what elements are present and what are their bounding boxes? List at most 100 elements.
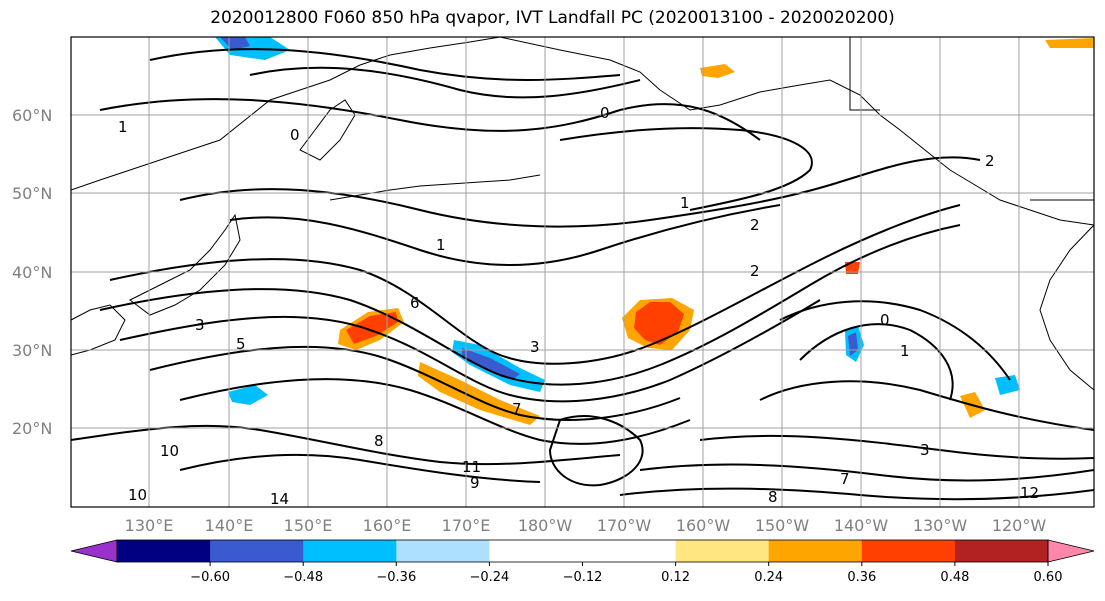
contour-label: 0 [600, 104, 610, 122]
contour-label: 3 [920, 441, 930, 459]
coast-canada-interior [849, 37, 880, 111]
contour-label: 10 [128, 486, 147, 504]
contour-label: 9 [470, 474, 480, 492]
colorbar-segment [489, 540, 583, 562]
colorbar-segment [117, 540, 211, 562]
contour-east-7 [619, 487, 1094, 501]
contour-label: 7 [840, 470, 850, 488]
lon-label: 180°W [518, 516, 573, 535]
contour-label: 8 [374, 432, 384, 450]
colorbar-extend-min [70, 539, 118, 563]
fill-strong-positive-east-4 [845, 262, 860, 274]
contour-east-1 [779, 300, 1011, 381]
coast-north-america-west [1039, 224, 1094, 391]
coast-alaska [499, 37, 1094, 226]
colorbar-tick-label: 0.48 [940, 570, 969, 585]
contour-label: 1 [900, 342, 910, 360]
colorbar-segment [861, 540, 956, 562]
fill-positive-gulf-alaska [700, 64, 735, 78]
contour-label: 1 [118, 118, 128, 136]
contour-label: 5 [236, 335, 246, 353]
fill-strong-negative-dateline [462, 348, 520, 380]
contour-label: 3 [195, 316, 205, 334]
lon-label: 170°E [442, 516, 491, 535]
colorbar-tick-label: −0.36 [376, 570, 416, 585]
colorbar-segment [582, 540, 677, 562]
contour-1-arctic [249, 66, 641, 99]
colorbar-segment [954, 540, 1049, 562]
lon-label: 160°E [363, 516, 412, 535]
lon-label: 140°W [834, 516, 889, 535]
contour-label: 10 [160, 442, 179, 460]
colorbar-extend-max [1047, 539, 1095, 563]
coast-kamchatka [299, 99, 356, 161]
contour-1-north [99, 98, 761, 141]
coast-asia [71, 37, 501, 191]
contour-label: 0 [880, 311, 890, 329]
colorbar-segment [396, 540, 490, 562]
lon-label: 140°E [205, 516, 254, 535]
contour-8-band [179, 378, 691, 445]
fill-strong-positive-japan-east [346, 312, 398, 344]
colorbar-tick-label: 0.12 [661, 570, 690, 585]
coastlines [71, 37, 1094, 391]
contour-label: 1 [436, 236, 446, 254]
lon-label: 130°W [913, 516, 968, 535]
lat-label: 40°N [12, 263, 52, 282]
lon-label: 150°E [284, 516, 333, 535]
gridlines [71, 37, 1094, 507]
map-frame [70, 36, 1095, 508]
contour-south-loop [548, 415, 644, 487]
contour-5-band [99, 224, 961, 386]
colorbar-segment [210, 540, 304, 562]
lon-label: 130°E [125, 516, 174, 535]
contour-east-2 [759, 380, 1094, 431]
contour-1-mid [229, 204, 781, 266]
contour-3-band [109, 204, 961, 365]
coast-aleutians [329, 174, 541, 201]
lat-label: 50°N [12, 184, 52, 203]
lon-label: 170°W [597, 516, 652, 535]
colorbar-tick-label: −0.12 [563, 570, 603, 585]
contour-label: 6 [410, 294, 420, 312]
contour-label: 0 [290, 126, 300, 144]
colorbar: −0.60 −0.48 −0.36 −0.24 −0.12 0.12 0.24 0.36 0.4… [70, 539, 1095, 585]
lat-label: 60°N [12, 106, 52, 125]
contour-label: 14 [270, 490, 289, 508]
contour-12-south [179, 453, 541, 483]
contour-label: 8 [768, 488, 778, 506]
latitude-labels: 60°N 50°N 40°N 30°N 20°N [12, 106, 52, 438]
contour-label: 2 [985, 152, 995, 170]
colorbar-tick-label: 0.36 [847, 570, 876, 585]
lat-label: 30°N [12, 341, 52, 360]
lon-label: 150°W [755, 516, 810, 535]
contour-label: 2 [750, 262, 760, 280]
contour-label: 7 [512, 400, 522, 418]
colorbar-tick-label: −0.60 [190, 570, 230, 585]
colorbar-segment [768, 540, 863, 562]
contour-label: 12 [1020, 484, 1039, 502]
map-title: 2020012800 F060 850 hPa qvapor, IVT Land… [210, 8, 895, 28]
colorbar-tick-label: 0.60 [1034, 570, 1063, 585]
contour-east-5 [639, 463, 1094, 482]
contour-east-0 [799, 323, 954, 401]
fill-strong-negative-north-asia [220, 37, 250, 50]
colorbar-tick-label: −0.24 [469, 570, 509, 585]
lon-label: 120°W [992, 516, 1047, 535]
fill-positive-east-3 [1045, 38, 1094, 48]
fill-negative-east-2 [995, 375, 1020, 395]
fill-positive-south-dateline [418, 362, 540, 425]
longitude-labels: 130°E 140°E 150°E 160°E 170°E 180°W 170°… [125, 516, 1047, 535]
contour-label: 2 [750, 216, 760, 234]
contour-labels: 0 0 0 1 1 1 1 2 2 2 3 3 3 5 6 7 7 8 8 9 … [118, 104, 1039, 508]
coast-japan [129, 213, 241, 316]
colorbar-segment [675, 540, 770, 562]
fill-negative-west-subtropic [228, 385, 268, 405]
contour-6-band [119, 299, 821, 403]
fill-strong-positive-central-pacific [634, 302, 684, 345]
contour-label: 3 [530, 338, 540, 356]
contour-label: 11 [462, 458, 481, 476]
lat-label: 20°N [12, 419, 52, 438]
colorbar-segment [303, 540, 397, 562]
